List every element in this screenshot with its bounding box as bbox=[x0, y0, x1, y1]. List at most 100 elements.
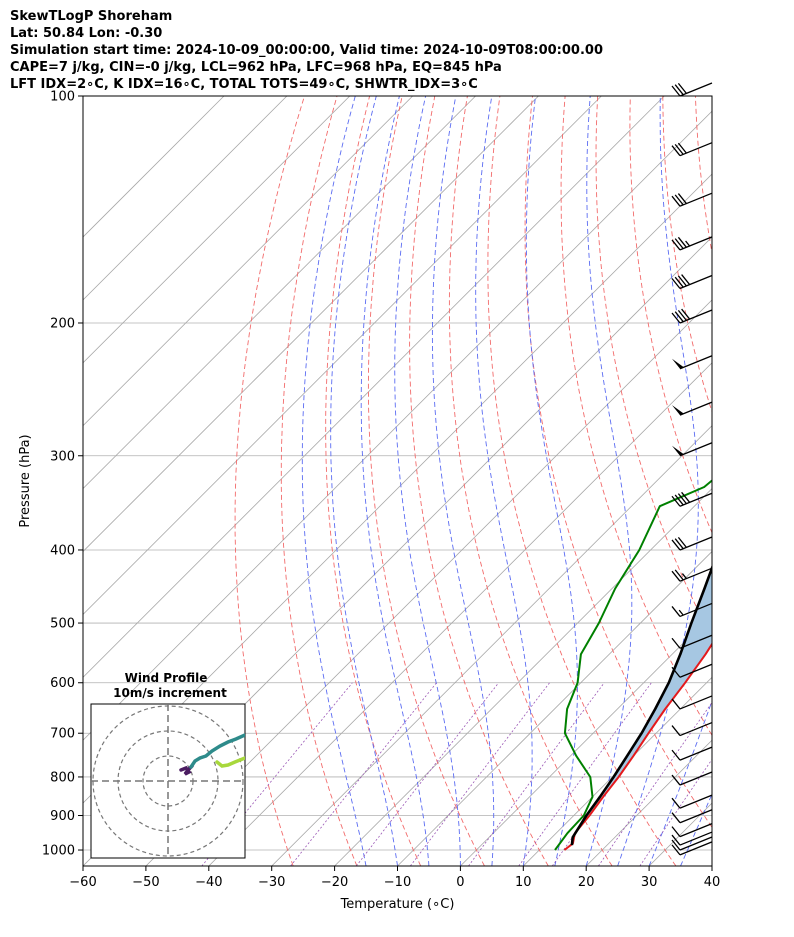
y-tick-label: 500 bbox=[50, 617, 75, 632]
isotherm-line bbox=[711, 865, 712, 866]
wind-barb bbox=[671, 142, 713, 157]
wind-barb-feather bbox=[674, 311, 684, 323]
inset-plot bbox=[91, 704, 245, 858]
isotherm-line bbox=[83, 96, 602, 615]
wind-barb-staff bbox=[679, 536, 713, 551]
wind-barb-half-feather bbox=[678, 609, 684, 616]
x-tick-label: 40 bbox=[704, 875, 721, 890]
wind-barb-feather bbox=[677, 193, 687, 204]
wind-barb-feather bbox=[677, 309, 687, 321]
dry-adiabat bbox=[234, 96, 305, 866]
wind-barb-feather bbox=[674, 494, 684, 506]
wind-barb-staff bbox=[679, 663, 713, 678]
wind-barb-feather bbox=[671, 239, 681, 251]
wind-barb-staff bbox=[679, 836, 713, 851]
dry-adiabat bbox=[325, 96, 422, 866]
y-tick-label: 200 bbox=[50, 316, 75, 331]
dry-adiabat bbox=[728, 96, 794, 866]
wind-barb bbox=[672, 355, 713, 370]
wind-barb-staff bbox=[679, 695, 713, 710]
wind-barb bbox=[671, 236, 713, 251]
stability-indices-label: LFT IDX=2∘C, K IDX=16∘C, TOTAL TOTS=49∘C… bbox=[10, 77, 478, 92]
wind-barb-flag bbox=[672, 358, 684, 369]
inset-title: Wind Profile bbox=[125, 671, 208, 685]
figure-title: SkewTLogP Shoreham bbox=[10, 9, 173, 24]
wind-barb-staff bbox=[679, 355, 713, 370]
x-tick-label: 0 bbox=[456, 875, 464, 890]
moist-adiabat bbox=[301, 96, 367, 866]
wind-barb-feather bbox=[671, 698, 681, 710]
dry-adiabat bbox=[409, 96, 549, 866]
isotherm-line bbox=[83, 110, 712, 741]
isotherm-line bbox=[83, 96, 413, 427]
wind-barb-feather bbox=[671, 834, 681, 846]
wind-barb-half-feather bbox=[685, 240, 691, 247]
wind-barb bbox=[671, 695, 713, 710]
wind-barb-staff bbox=[679, 142, 713, 157]
wind-barb-feather bbox=[674, 143, 684, 155]
wind-barb-staff bbox=[679, 634, 713, 649]
wind-barb bbox=[671, 831, 713, 846]
inset-trace-low bbox=[179, 764, 194, 776]
moist-adiabat bbox=[585, 96, 633, 866]
x-tick-label: −50 bbox=[132, 875, 159, 890]
wind-barb-staff bbox=[679, 492, 713, 507]
dry-adiabat bbox=[280, 96, 358, 866]
y-tick-label: 800 bbox=[50, 770, 75, 785]
moist-adiabat bbox=[648, 699, 712, 866]
wind-barb-feather bbox=[671, 812, 681, 824]
wind-barb-feather bbox=[671, 539, 681, 551]
isotherm-line bbox=[83, 96, 288, 301]
wind-barb-feather bbox=[671, 145, 681, 157]
wind-barb-staff bbox=[679, 236, 713, 251]
wind-barb-feather bbox=[671, 774, 681, 786]
isotherm-line bbox=[334, 488, 712, 866]
isotherm-line bbox=[83, 96, 665, 678]
wind-barb-feather bbox=[671, 839, 681, 851]
isotherm-line bbox=[397, 550, 712, 866]
moist-adiabat bbox=[475, 96, 533, 866]
wind-barb bbox=[671, 746, 713, 761]
wind-barb-flag bbox=[672, 405, 684, 416]
wind-barb-flag bbox=[672, 445, 684, 456]
x-tick-label: −40 bbox=[195, 875, 222, 890]
isotherm-line bbox=[145, 299, 712, 866]
wind-barb bbox=[671, 192, 713, 207]
isotherm-line bbox=[460, 613, 712, 866]
moist-adiabat bbox=[360, 96, 430, 866]
y-axis-label: Pressure (hPa) bbox=[18, 434, 33, 527]
y-tick-label: 900 bbox=[50, 809, 75, 824]
wind-barb-staff bbox=[679, 442, 713, 457]
wind-barb bbox=[671, 308, 713, 324]
wind-barb-feather bbox=[671, 637, 681, 649]
isotherm-line bbox=[83, 96, 539, 553]
wind-barb-feather bbox=[677, 142, 687, 154]
dry-adiabat bbox=[761, 96, 794, 866]
wind-barb bbox=[671, 663, 713, 678]
wind-barb-feather bbox=[677, 536, 687, 548]
wind-barb bbox=[671, 809, 713, 824]
inset-subtitle: 10m/s increment bbox=[113, 686, 227, 700]
x-axis-label: Temperature (∘C) bbox=[340, 897, 455, 912]
wind-barb-staff bbox=[679, 567, 713, 582]
y-tick-label: 600 bbox=[50, 676, 75, 691]
x-tick-label: −20 bbox=[321, 875, 348, 890]
wind-barb-staff bbox=[679, 746, 713, 761]
wind-barb bbox=[671, 794, 713, 809]
x-tick-label: 30 bbox=[641, 875, 658, 890]
dry-adiabat bbox=[662, 96, 712, 414]
dry-adiabat bbox=[524, 96, 712, 829]
temperature-line bbox=[563, 642, 712, 851]
dry-adiabat bbox=[448, 96, 613, 866]
wind-barb-feather bbox=[674, 84, 684, 96]
wind-barb-half-feather bbox=[681, 573, 687, 579]
wind-barb-feather bbox=[681, 274, 691, 285]
isotherm-line bbox=[775, 96, 794, 866]
wind-barb-staff bbox=[679, 771, 713, 786]
dry-adiabat bbox=[487, 96, 677, 866]
isotherm-line bbox=[523, 676, 712, 866]
wind-barb-feather bbox=[671, 606, 681, 617]
wind-barb-feather bbox=[674, 569, 684, 581]
cape-indices-label: CAPE=7 j/kg, CIN=-0 j/kg, LCL=962 hPa, L… bbox=[10, 60, 502, 75]
